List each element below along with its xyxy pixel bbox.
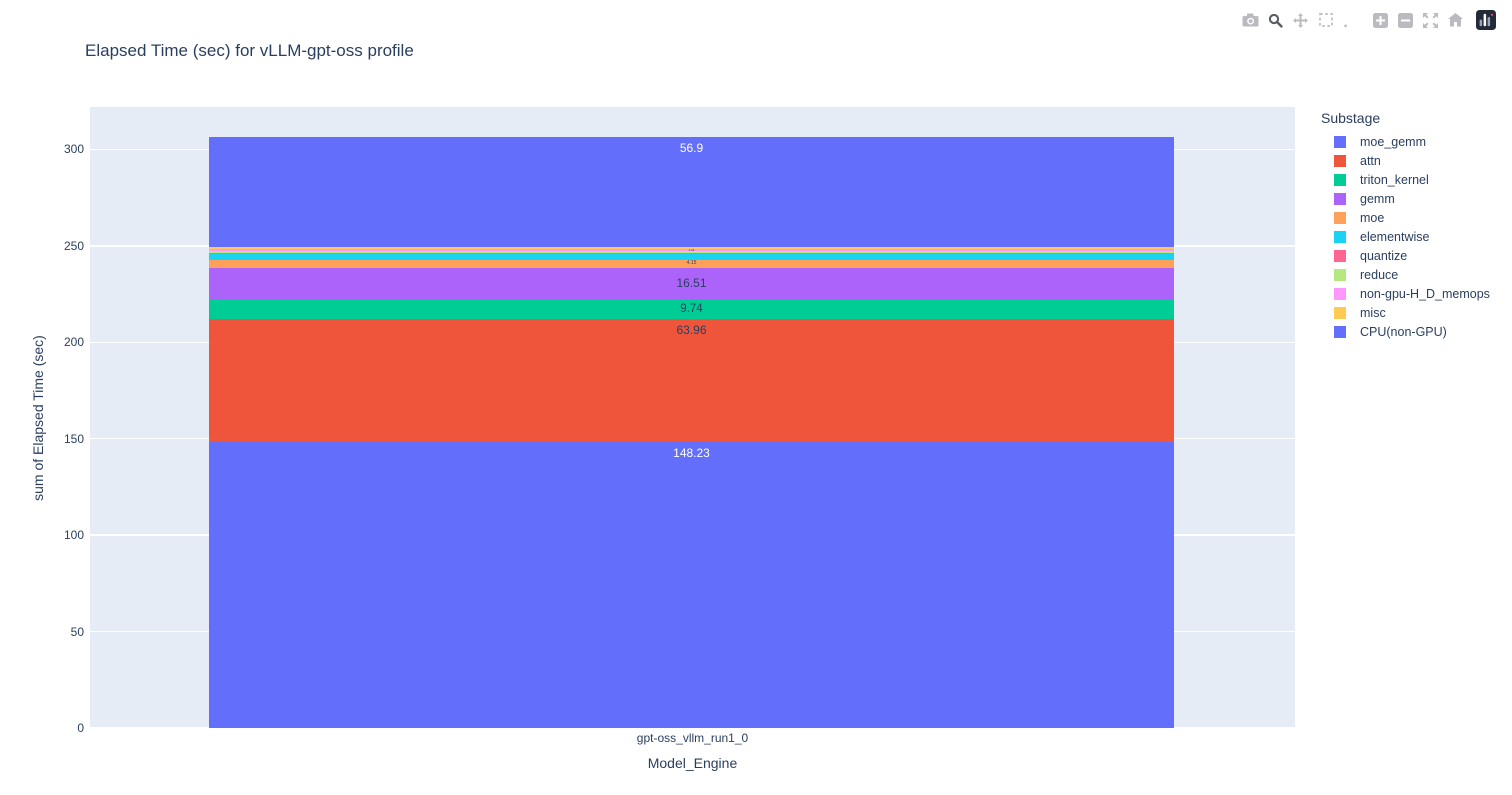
legend-item-label: misc [1360, 305, 1386, 320]
y-tick-label: 200 [63, 335, 84, 350]
legend-swatch-icon [1334, 192, 1346, 205]
legend-swatch-icon [1334, 306, 1346, 319]
y-tick-label: 250 [63, 238, 84, 253]
pan-icon[interactable] [1288, 8, 1313, 32]
legend-item-label: moe_gemm [1360, 134, 1426, 149]
legend-item-attn[interactable]: attn [1316, 151, 1490, 170]
legend-item-gemm[interactable]: gemm [1316, 189, 1490, 208]
lasso-select-icon[interactable] [1338, 8, 1363, 32]
y-tick-label: 0 [77, 721, 84, 735]
legend-swatch-icon [1334, 154, 1346, 167]
bar-segment-elementwise[interactable] [209, 254, 1174, 261]
x-axis-title: Model_Engine [647, 755, 738, 771]
x-tick-label: gpt-oss_vllm_run1_0 [636, 731, 749, 745]
legend-item-misc[interactable]: misc [1316, 303, 1490, 322]
chart-title: Elapsed Time (sec) for vLLM-gpt-oss prof… [85, 41, 414, 60]
legend-item-label: quantize [1360, 248, 1408, 263]
legend-swatch-icon [1334, 211, 1346, 224]
reset-axes-icon[interactable] [1443, 8, 1468, 32]
bar-segment-moe[interactable] [209, 260, 1174, 269]
bar-segment-reduce[interactable] [209, 251, 1174, 254]
legend-item-label: gemm [1360, 191, 1395, 206]
legend-swatch-icon [1334, 249, 1346, 262]
legend: Substage moe_gemm attn triton_kernel gemm mo… [1316, 110, 1490, 341]
bar-segment-moe_gemm[interactable] [209, 442, 1174, 728]
legend-item-label: attn [1360, 153, 1381, 168]
legend-item-reduce[interactable]: reduce [1316, 265, 1490, 284]
legend-swatch-icon [1334, 287, 1346, 300]
autoscale-icon[interactable] [1418, 8, 1443, 32]
legend-item-label: non-gpu-H_D_memops [1360, 286, 1490, 301]
zoom-out-icon[interactable] [1393, 8, 1418, 32]
legend-item-moe_gemm[interactable]: moe_gemm [1316, 132, 1490, 151]
box-select-icon[interactable] [1313, 8, 1338, 32]
legend-item-label: elementwise [1360, 229, 1430, 244]
legend-item-label: moe [1360, 210, 1385, 225]
legend-item-label: triton_kernel [1360, 172, 1429, 187]
gridline [90, 727, 1295, 729]
legend-item-elementwise[interactable]: elementwise [1316, 227, 1490, 246]
legend-title: Substage [1321, 110, 1381, 126]
legend-swatch-icon [1334, 325, 1346, 338]
y-tick-label: 50 [70, 624, 84, 639]
bar-segment-non-gpu-H_D_memops[interactable] [209, 249, 1174, 252]
legend-item-non-gpu-H_D_memops[interactable]: non-gpu-H_D_memops [1316, 284, 1490, 303]
legend-item-quantize[interactable]: quantize [1316, 246, 1490, 265]
zoom-in-icon[interactable] [1368, 8, 1393, 32]
y-tick-label: 300 [63, 142, 84, 157]
legend-item-label: reduce [1360, 267, 1399, 282]
y-tick-label: 100 [63, 528, 84, 543]
y-tick-label: 150 [63, 431, 84, 446]
camera-icon[interactable] [1238, 8, 1263, 32]
legend-swatch-icon [1334, 268, 1346, 281]
bar-segment-gemm[interactable] [209, 268, 1174, 300]
plotly-logo-icon[interactable] [1473, 8, 1498, 32]
bar-segment-quantize[interactable] [209, 253, 1174, 255]
bar-segment-attn[interactable] [209, 318, 1174, 443]
modebar [1238, 8, 1498, 32]
bar-segment-CPU(non-GPU)[interactable] [209, 137, 1174, 247]
legend-item-moe[interactable]: moe [1316, 208, 1490, 227]
legend-swatch-icon [1334, 173, 1346, 186]
legend-item-CPU(non-GPU)[interactable]: CPU(non-GPU) [1316, 322, 1490, 341]
zoom-icon[interactable] [1263, 8, 1288, 32]
bar-segment-triton_kernel[interactable] [209, 299, 1174, 319]
legend-item-triton_kernel[interactable]: triton_kernel [1316, 170, 1490, 189]
bar-segment-misc[interactable] [209, 246, 1174, 250]
legend-swatch-icon [1334, 230, 1346, 243]
plot-area[interactable]: 148.23 63.96 9.74 16.51 4.15 1.04 56.9 [90, 107, 1295, 729]
y-axis-title: sum of Elapsed Time (sec) [30, 335, 46, 501]
legend-swatch-icon [1334, 135, 1346, 148]
legend-item-label: CPU(non-GPU) [1360, 324, 1447, 339]
